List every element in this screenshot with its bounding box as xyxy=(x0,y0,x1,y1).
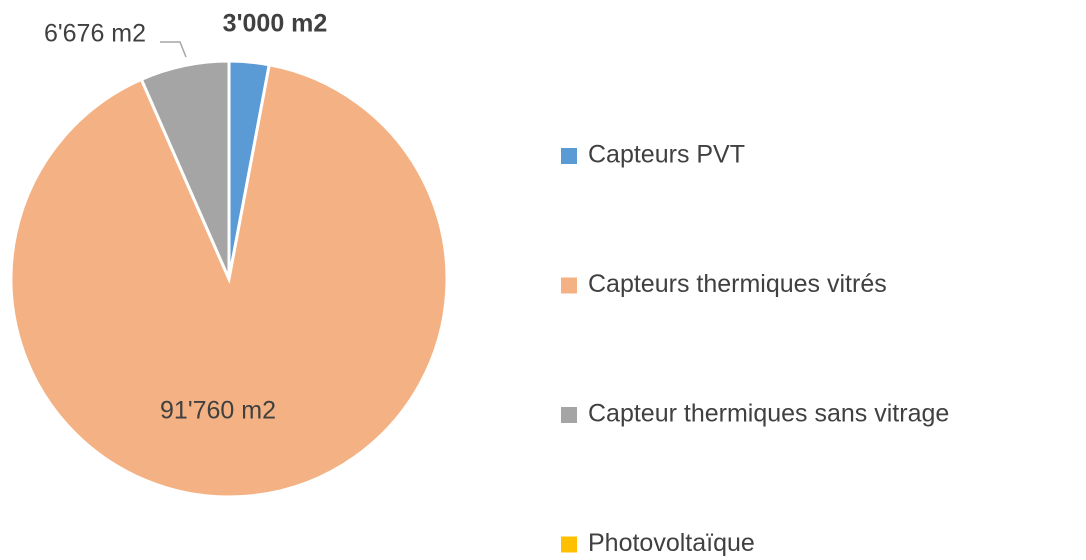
data-label: 3'000 m2 xyxy=(223,10,328,38)
pie-slice xyxy=(9,62,449,499)
legend-swatch xyxy=(561,407,577,423)
legend-label: Capteurs PVT xyxy=(588,141,745,169)
data-label: 91'760 m2 xyxy=(160,397,276,425)
legend-swatch xyxy=(561,536,577,553)
data-label: 6'676 m2 xyxy=(44,20,146,48)
legend-label: Photovoltaïque xyxy=(588,529,755,557)
legend-swatch xyxy=(561,148,577,164)
legend-label: Capteurs thermiques vitrés xyxy=(588,270,887,298)
leader-line xyxy=(160,41,187,58)
legend-label: Capteur thermiques sans vitrage xyxy=(588,400,949,428)
legend-swatch xyxy=(561,277,577,294)
